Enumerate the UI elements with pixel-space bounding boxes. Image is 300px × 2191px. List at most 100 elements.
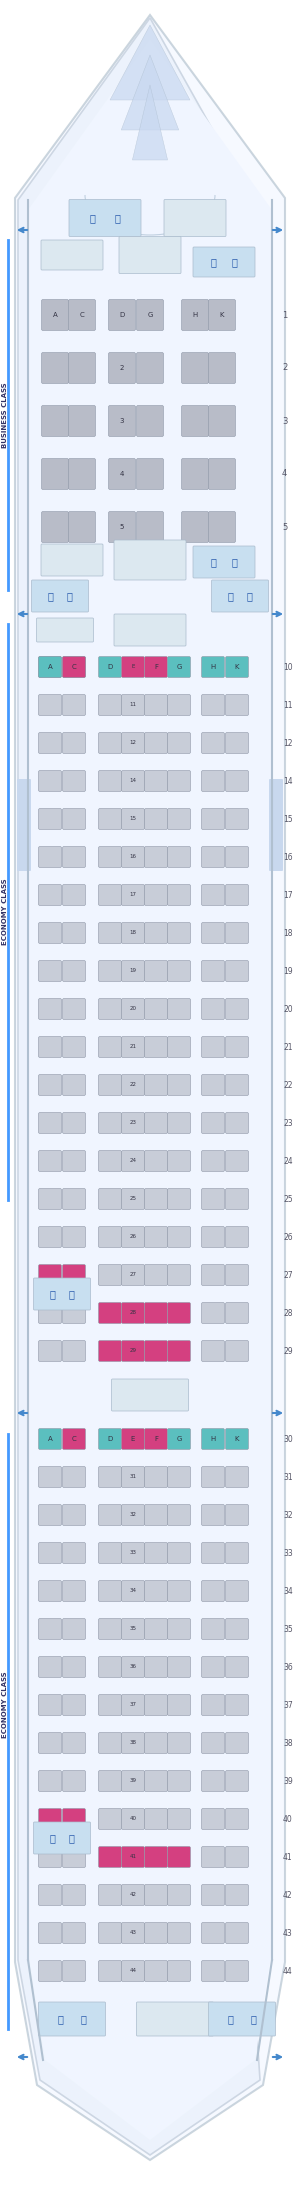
- Text: E: E: [131, 664, 135, 670]
- FancyBboxPatch shape: [226, 1429, 248, 1450]
- FancyBboxPatch shape: [208, 353, 236, 383]
- PathPatch shape: [15, 15, 285, 2160]
- FancyBboxPatch shape: [182, 300, 208, 331]
- Text: 23: 23: [130, 1120, 136, 1126]
- Text: A: A: [48, 1435, 52, 1442]
- FancyBboxPatch shape: [38, 1227, 61, 1247]
- FancyBboxPatch shape: [109, 405, 136, 436]
- Text: 39: 39: [283, 1777, 293, 1786]
- Text: ⛹: ⛹: [210, 256, 216, 267]
- FancyBboxPatch shape: [114, 613, 186, 646]
- FancyBboxPatch shape: [145, 1301, 167, 1323]
- FancyBboxPatch shape: [38, 1264, 61, 1286]
- FancyBboxPatch shape: [38, 1505, 61, 1525]
- FancyBboxPatch shape: [62, 657, 86, 677]
- FancyBboxPatch shape: [226, 1341, 248, 1361]
- Text: 5: 5: [282, 521, 287, 532]
- Text: 1: 1: [282, 311, 287, 320]
- FancyBboxPatch shape: [98, 1580, 122, 1602]
- FancyBboxPatch shape: [145, 1227, 167, 1247]
- FancyBboxPatch shape: [41, 353, 68, 383]
- FancyBboxPatch shape: [62, 1808, 86, 1829]
- FancyBboxPatch shape: [202, 1301, 224, 1323]
- FancyBboxPatch shape: [226, 1036, 248, 1058]
- FancyBboxPatch shape: [208, 511, 236, 543]
- FancyBboxPatch shape: [38, 885, 61, 905]
- FancyBboxPatch shape: [145, 695, 167, 716]
- FancyBboxPatch shape: [202, 1036, 224, 1058]
- FancyBboxPatch shape: [62, 885, 86, 905]
- FancyBboxPatch shape: [109, 511, 136, 543]
- FancyBboxPatch shape: [167, 1808, 190, 1829]
- FancyBboxPatch shape: [202, 1505, 224, 1525]
- FancyBboxPatch shape: [182, 458, 208, 489]
- Polygon shape: [121, 55, 179, 129]
- FancyBboxPatch shape: [145, 1733, 167, 1753]
- FancyBboxPatch shape: [98, 922, 122, 944]
- FancyBboxPatch shape: [98, 1429, 122, 1450]
- FancyBboxPatch shape: [145, 1113, 167, 1133]
- FancyBboxPatch shape: [202, 885, 224, 905]
- FancyBboxPatch shape: [98, 999, 122, 1019]
- Text: 42: 42: [130, 1893, 136, 1897]
- FancyBboxPatch shape: [122, 1847, 145, 1867]
- FancyBboxPatch shape: [226, 885, 248, 905]
- FancyBboxPatch shape: [98, 1884, 122, 1906]
- FancyBboxPatch shape: [62, 922, 86, 944]
- FancyBboxPatch shape: [41, 300, 68, 331]
- FancyBboxPatch shape: [226, 1961, 248, 1981]
- FancyBboxPatch shape: [145, 1580, 167, 1602]
- FancyBboxPatch shape: [122, 1656, 145, 1678]
- FancyBboxPatch shape: [182, 405, 208, 436]
- FancyBboxPatch shape: [122, 1770, 145, 1792]
- FancyBboxPatch shape: [119, 237, 181, 274]
- Text: 36: 36: [130, 1665, 136, 1670]
- FancyBboxPatch shape: [202, 1922, 224, 1943]
- FancyBboxPatch shape: [167, 1466, 190, 1488]
- Text: BUSINESS CLASS: BUSINESS CLASS: [2, 381, 8, 447]
- FancyBboxPatch shape: [145, 732, 167, 754]
- Text: ⛹: ⛹: [227, 592, 233, 600]
- FancyBboxPatch shape: [38, 1113, 61, 1133]
- FancyBboxPatch shape: [122, 1808, 145, 1829]
- Text: 4: 4: [120, 471, 124, 478]
- FancyBboxPatch shape: [62, 1619, 86, 1639]
- FancyBboxPatch shape: [38, 1341, 61, 1361]
- Text: 4: 4: [282, 469, 287, 478]
- FancyBboxPatch shape: [122, 1227, 145, 1247]
- FancyBboxPatch shape: [38, 1580, 61, 1602]
- FancyBboxPatch shape: [98, 1656, 122, 1678]
- Text: 3: 3: [282, 416, 287, 425]
- Text: 37: 37: [130, 1702, 136, 1707]
- Text: ⛹: ⛹: [69, 1288, 75, 1299]
- FancyBboxPatch shape: [167, 657, 190, 677]
- Text: D: D: [119, 311, 124, 318]
- FancyBboxPatch shape: [226, 1074, 248, 1096]
- FancyBboxPatch shape: [226, 1580, 248, 1602]
- FancyBboxPatch shape: [98, 1808, 122, 1829]
- Text: G: G: [147, 311, 153, 318]
- FancyBboxPatch shape: [122, 1036, 145, 1058]
- FancyBboxPatch shape: [122, 1694, 145, 1716]
- Text: 40: 40: [283, 1814, 293, 1823]
- Text: 18: 18: [130, 931, 136, 936]
- Text: A: A: [52, 311, 57, 318]
- FancyBboxPatch shape: [38, 657, 61, 677]
- FancyBboxPatch shape: [38, 1074, 61, 1096]
- FancyBboxPatch shape: [38, 808, 61, 830]
- Text: 26: 26: [130, 1234, 136, 1240]
- Text: 16: 16: [130, 854, 136, 859]
- FancyBboxPatch shape: [98, 1301, 122, 1323]
- FancyBboxPatch shape: [62, 657, 86, 677]
- FancyBboxPatch shape: [62, 1429, 86, 1450]
- FancyBboxPatch shape: [167, 1036, 190, 1058]
- FancyBboxPatch shape: [62, 1036, 86, 1058]
- Text: 22: 22: [283, 1080, 292, 1089]
- Text: 10: 10: [283, 662, 292, 670]
- Text: 34: 34: [283, 1586, 293, 1595]
- FancyBboxPatch shape: [145, 1847, 167, 1867]
- FancyBboxPatch shape: [62, 1074, 86, 1096]
- FancyBboxPatch shape: [62, 1656, 86, 1678]
- FancyBboxPatch shape: [38, 1884, 61, 1906]
- FancyBboxPatch shape: [136, 300, 164, 331]
